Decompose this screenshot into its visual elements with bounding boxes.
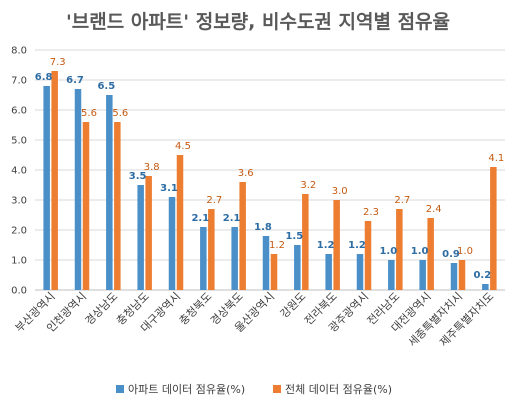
bar-total — [176, 155, 184, 290]
bar-apartment — [106, 95, 113, 290]
data-label-apartment: 1.8 — [254, 222, 272, 233]
data-label-apartment: 1.0 — [411, 246, 429, 257]
data-label-total: 2.3 — [363, 207, 379, 218]
data-label-total: 1.0 — [457, 246, 473, 257]
y-tick-label: 6.0 — [11, 106, 27, 117]
y-tick-label: 5.0 — [11, 136, 27, 147]
y-tick-label: 3.0 — [11, 196, 27, 207]
y-tick-label: 4.0 — [11, 166, 27, 177]
data-label-total: 4.5 — [175, 141, 191, 152]
data-label-apartment: 6.5 — [97, 81, 115, 92]
bar-apartment — [137, 185, 144, 290]
data-label-total: 3.8 — [144, 162, 160, 173]
data-label-apartment: 3.1 — [160, 183, 178, 194]
x-tick-label: 충청북도 — [177, 290, 215, 328]
data-label-apartment: 6.7 — [66, 75, 84, 86]
data-label-apartment: 2.1 — [191, 213, 209, 224]
data-label-total: 1.2 — [269, 240, 285, 251]
data-label-total: 5.6 — [81, 108, 97, 119]
legend-label-total: 전체 데이터 점유율(%) — [285, 383, 392, 396]
bar-total — [145, 176, 152, 290]
data-label-total: 5.6 — [112, 108, 128, 119]
bar-total — [239, 182, 246, 290]
bar-total — [396, 209, 403, 290]
bar-total — [208, 209, 215, 290]
bar-apartment — [74, 89, 82, 290]
y-tick-label: 8.0 — [11, 46, 27, 57]
bar-total — [364, 221, 372, 290]
bar-apartment — [419, 260, 426, 290]
data-label-total: 3.2 — [300, 180, 316, 191]
bars — [43, 71, 497, 290]
bar-apartment — [356, 254, 364, 290]
data-label-total: 3.6 — [238, 168, 254, 179]
bar-total — [427, 218, 434, 290]
data-label-apartment: 2.1 — [223, 213, 241, 224]
y-tick-label: 7.0 — [11, 76, 27, 87]
data-label-apartment: 1.2 — [317, 240, 335, 251]
bar-total — [490, 167, 497, 290]
bar-apartment — [168, 197, 176, 290]
chart-title: '브랜드 아파트' 정보량, 비수도권 지역별 점유율 — [66, 11, 450, 33]
data-label-total: 3.0 — [332, 186, 348, 197]
legend: 아파트 데이터 점유율(%) 전체 데이터 점유율(%) — [116, 383, 392, 396]
y-axis: 0.0 1.0 2.0 3.0 4.0 5.0 6.0 7.0 8.0 — [11, 46, 27, 297]
data-label-apartment: 0.9 — [442, 249, 460, 260]
legend-label-apartment: 아파트 데이터 점유율(%) — [128, 383, 245, 396]
bar-apartment — [482, 284, 489, 290]
bar-apartment — [262, 236, 270, 290]
bar-total — [302, 194, 309, 290]
bar-apartment — [294, 245, 301, 290]
x-tick-label: 경상남도 — [83, 290, 121, 328]
bar-total — [333, 200, 340, 290]
y-tick-label: 0.0 — [11, 286, 27, 297]
bar-total — [270, 254, 278, 290]
data-label-apartment: 3.5 — [129, 171, 147, 182]
gridlines — [35, 49, 505, 291]
data-label-total: 2.4 — [426, 204, 442, 215]
legend-swatch-total — [273, 385, 281, 393]
bar-total — [458, 260, 466, 290]
data-labels: 6.87.36.75.66.55.63.53.83.14.52.12.72.13… — [35, 57, 504, 281]
bar-apartment — [200, 227, 207, 290]
bar-apartment — [231, 227, 238, 290]
bar-apartment — [325, 254, 332, 290]
data-label-total: 7.3 — [50, 57, 66, 68]
data-label-apartment: 6.8 — [35, 72, 53, 83]
data-label-apartment: 1.2 — [348, 240, 366, 251]
data-label-apartment: 1.5 — [285, 231, 303, 242]
data-label-apartment: 1.0 — [379, 246, 397, 257]
bar-total — [51, 71, 58, 290]
data-label-total: 2.7 — [206, 195, 222, 206]
bar-apartment — [43, 86, 50, 290]
y-tick-label: 1.0 — [11, 256, 27, 267]
bar-total — [82, 122, 90, 290]
bar-apartment — [388, 260, 395, 290]
data-label-total: 4.1 — [488, 153, 504, 164]
y-tick-label: 2.0 — [11, 226, 27, 237]
bar-total — [114, 122, 121, 290]
legend-swatch-apartment — [116, 385, 124, 393]
data-label-apartment: 0.2 — [473, 270, 491, 281]
data-label-total: 2.7 — [394, 195, 410, 206]
bar-apartment — [450, 263, 458, 290]
